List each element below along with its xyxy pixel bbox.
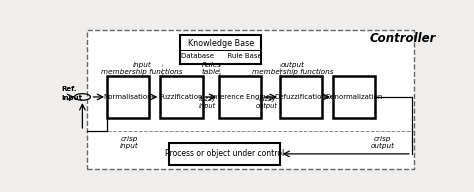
Bar [169, 143, 280, 165]
Bar [219, 76, 261, 118]
Text: crisp
input: crisp input [119, 136, 138, 149]
Text: Rules
table,: Rules table, [201, 62, 222, 75]
Bar [107, 76, 149, 118]
Text: input
membership functions: input membership functions [101, 61, 182, 75]
Bar [160, 76, 202, 118]
Text: Normalisation: Normalisation [104, 94, 153, 100]
Bar [87, 31, 414, 169]
Bar [181, 35, 261, 65]
Text: Knowledge Base: Knowledge Base [188, 39, 254, 48]
Text: fuzzy
input: fuzzy input [199, 96, 216, 109]
Bar [333, 76, 375, 118]
Text: Fuzzification: Fuzzification [160, 94, 203, 100]
Text: Ref.: Ref. [61, 86, 77, 92]
Text: output
membership functions: output membership functions [252, 61, 333, 75]
Text: crisp
output: crisp output [371, 136, 394, 149]
Text: Controller: Controller [370, 32, 436, 45]
Text: Process or object under control: Process or object under control [165, 149, 284, 158]
Text: Input: Input [61, 95, 82, 101]
Text: Inference Engine: Inference Engine [210, 94, 270, 100]
Text: Defuzzification: Defuzzification [275, 94, 327, 100]
Text: Denormalization: Denormalization [325, 94, 383, 100]
Text: fuzzy
output: fuzzy output [256, 96, 278, 109]
Bar [280, 76, 322, 118]
Text: Database      Rule Base: Database Rule Base [181, 53, 261, 59]
